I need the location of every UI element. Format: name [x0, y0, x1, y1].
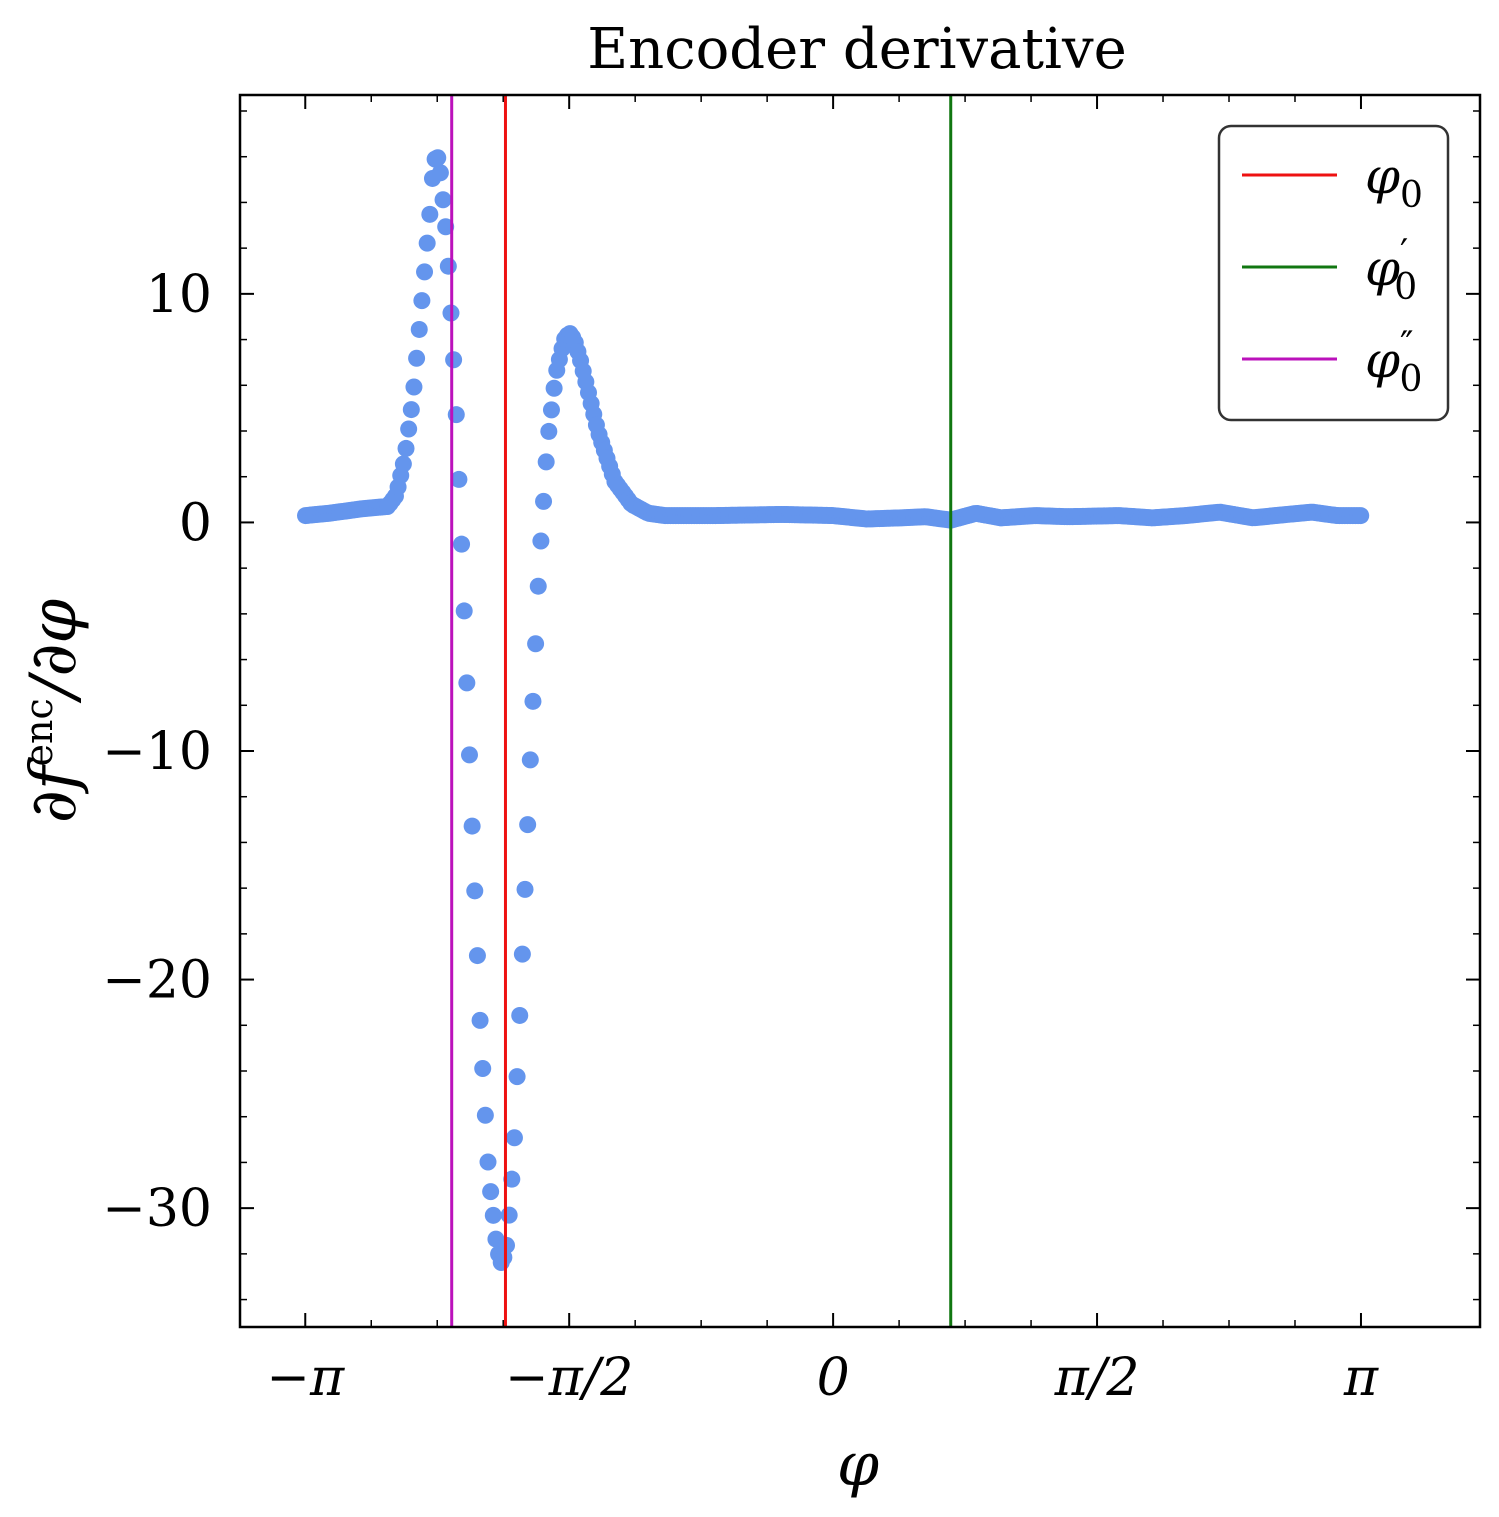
data-point [410, 320, 428, 338]
legend-label-sub: 0 [1400, 175, 1423, 216]
chart-title: Encoder derivative [587, 17, 1126, 82]
legend-label-base: φ [1365, 239, 1400, 297]
data-point [540, 422, 558, 440]
data-point [479, 1153, 497, 1171]
legend-label-prime: ′ [1400, 233, 1408, 274]
data-point [439, 257, 457, 275]
y-axis-label-main: ∂f [17, 756, 91, 823]
data-point [524, 692, 542, 710]
data-point [542, 401, 560, 419]
data-point [482, 1183, 500, 1201]
y-tick-label: −30 [102, 1179, 212, 1239]
data-point [418, 234, 436, 252]
legend-items: φ0φ′ 0φ″ 0 [1242, 147, 1423, 400]
data-point [450, 470, 468, 488]
legend-label-phi0: φ0 [1365, 147, 1423, 216]
data-point [471, 1011, 489, 1029]
legend-label-phi0-prime: φ′ 0 [1365, 233, 1417, 308]
data-point [532, 532, 550, 550]
data-point [516, 880, 534, 898]
y-axis-label-sup: enc [17, 698, 61, 766]
data-point [508, 1068, 526, 1086]
data-point [437, 218, 455, 236]
data-point [416, 263, 434, 281]
data-point [463, 817, 481, 835]
data-point [503, 1170, 521, 1188]
y-tick-label: −20 [102, 951, 212, 1011]
data-point [476, 1106, 494, 1124]
data-point [545, 379, 563, 397]
data-point [537, 453, 555, 471]
data-point [400, 420, 418, 438]
x-tick-label: −π [266, 1348, 345, 1408]
data-point [429, 149, 447, 167]
data-point [455, 602, 473, 620]
data-point [453, 535, 471, 553]
x-axis-ticks: −π −π/2 0 π/2 π [266, 95, 1379, 1408]
plot-frame [238, 93, 1482, 1329]
legend-label-base: φ [1365, 147, 1400, 205]
data-point [484, 1206, 502, 1224]
legend-label-base: φ [1365, 331, 1400, 389]
data-point [519, 816, 537, 834]
data-point [513, 945, 531, 963]
y-axis-ticks: 10 0 −10 −20 −30 [102, 110, 1480, 1301]
legend-label-sub: 0 [1394, 267, 1417, 308]
data-point [529, 577, 547, 595]
data-point [408, 349, 426, 367]
data-point [397, 439, 415, 457]
data-point [460, 746, 478, 764]
legend: φ0φ′ 0φ″ 0 [1217, 124, 1450, 422]
legend-box [1217, 124, 1450, 422]
data-point [466, 882, 484, 900]
data-point [474, 1059, 492, 1077]
data-point [1352, 507, 1370, 525]
legend-label-prime: ″ [1400, 325, 1413, 366]
y-tick-label: 10 [146, 265, 212, 325]
legend-label-sub: 0 [1399, 359, 1422, 400]
data-point [394, 455, 412, 473]
x-tick-label: π [1343, 1348, 1379, 1408]
data-point [458, 674, 476, 692]
data-point [402, 401, 420, 419]
data-point [511, 1006, 529, 1024]
y-axis-label-tail: /∂φ [17, 599, 91, 705]
plot-area [297, 149, 1370, 1271]
data-point [468, 947, 486, 965]
data-point [500, 1206, 518, 1224]
y-tick-label: −10 [102, 722, 212, 782]
data-point [431, 164, 449, 182]
x-axis-label: φ [837, 1430, 879, 1500]
data-point [521, 751, 539, 769]
y-axis-label: ∂fenc/∂φ [17, 599, 91, 824]
data-point [434, 191, 452, 209]
vertical-lines [450, 95, 953, 1327]
x-tick-label: π/2 [1054, 1348, 1140, 1408]
data-point [505, 1129, 523, 1147]
x-tick-label: 0 [817, 1348, 850, 1408]
y-tick-label: 0 [179, 493, 212, 553]
data-point [535, 492, 553, 510]
data-point [421, 205, 439, 223]
data-point [413, 292, 431, 310]
x-tick-label: −π/2 [505, 1348, 633, 1408]
data-point [445, 351, 463, 369]
data-point [527, 635, 545, 653]
data-point [405, 378, 423, 396]
legend-label-phi0-double-prime: φ″ 0 [1365, 325, 1422, 400]
